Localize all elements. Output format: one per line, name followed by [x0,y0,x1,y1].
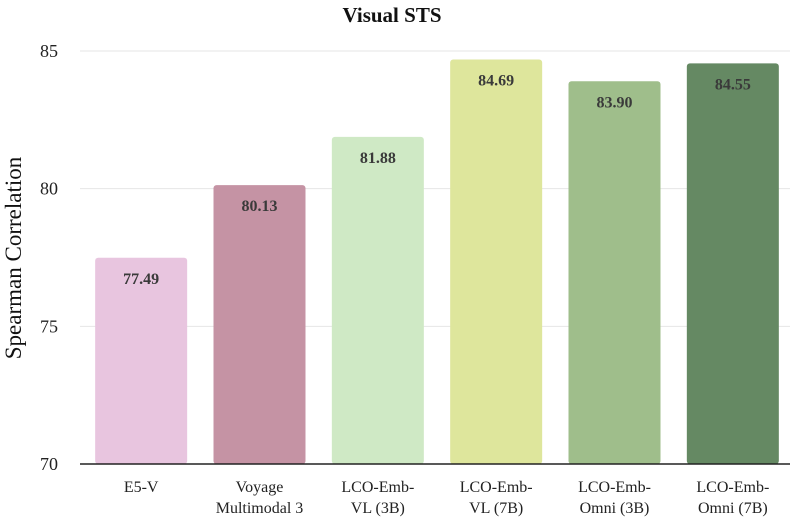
bar [95,257,188,464]
x-tick-label: VL (3B) [351,500,405,517]
chart-title: Visual STS [342,3,441,27]
bar-value-label: 84.55 [715,76,751,93]
x-tick-label: E5-V [124,479,159,496]
bar-value-label: 84.69 [478,73,514,90]
x-axis-category-labels: E5-V Voyage Multimodal 3 LCO-Emb- VL (3B) LCO… [124,479,769,517]
x-tick-label: Multimodal 3 [216,500,304,517]
bar [331,136,424,465]
x-tick-label: Omni (3B) [580,500,650,517]
bar [686,63,779,464]
bar-value-label: 77.49 [123,271,159,288]
x-tick-label: Omni (7B) [698,500,768,517]
bar [450,59,543,464]
y-tick-label: 70 [40,454,58,474]
bar-value-label: 83.90 [597,94,633,111]
y-tick-label: 85 [40,41,58,61]
y-tick-label: 75 [40,316,58,336]
x-tick-label: VL (7B) [469,500,523,517]
y-axis-ticks: 70 75 80 85 [40,41,58,474]
y-tick-label: 80 [40,179,58,199]
bars [95,59,779,465]
x-tick-label: LCO-Emb- [341,479,414,496]
gridlines [80,50,790,327]
bar [568,81,661,464]
bar-value-label: 81.88 [360,150,396,167]
bar-value-labels: 77.49 80.13 81.88 84.69 83.90 84.55 [123,73,751,288]
y-axis-label: Spearman Correlation [1,156,26,359]
bar-value-label: 80.13 [242,198,278,215]
bar [213,185,306,464]
x-tick-label: LCO-Emb- [578,479,651,496]
x-tick-label: LCO-Emb- [696,479,769,496]
x-tick-label: Voyage [236,479,284,496]
x-tick-label: LCO-Emb- [460,479,533,496]
